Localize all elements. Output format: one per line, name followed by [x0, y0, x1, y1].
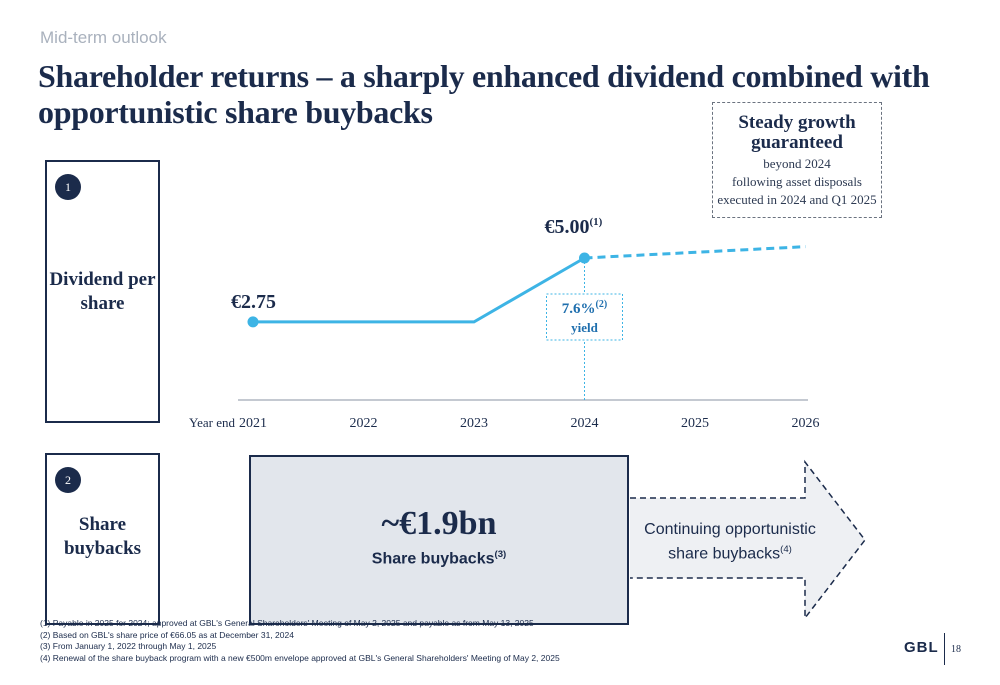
footnote: (1) Payable in 2025 for 2024; approved a… — [40, 618, 534, 628]
page-title: Shareholder returns – a sharply enhanced… — [38, 58, 930, 130]
yield-label: yield — [571, 320, 598, 335]
footnote: (4) Renewal of the share buyback program… — [40, 652, 560, 663]
continuation-arrow — [630, 459, 866, 621]
footnote: (3) From January 1, 2022 through May 1, … — [40, 641, 217, 651]
data-label-note: (1) — [590, 216, 603, 228]
steady-growth-box: Steady growth guaranteed beyond 2024 fol… — [712, 102, 882, 218]
section-label: Mid-term outlook — [40, 28, 167, 47]
data-point — [247, 316, 259, 328]
steady-growth-text: beyond 2024 following asset disposals ex… — [713, 155, 881, 209]
dividend-section-box: 1 Dividend per share — [45, 160, 160, 423]
section-number-badge: 2 — [55, 467, 81, 493]
continuation-text: Continuing opportunistic share buybacks(… — [630, 520, 830, 564]
footnote: (2) Based on GBL's share price of €66.05… — [40, 629, 294, 640]
data-label: €2.75 — [231, 291, 276, 313]
x-tick-label: 2022 — [350, 416, 378, 431]
steady-growth-line: beyond 2024 — [763, 156, 831, 171]
yield-note: (2) — [596, 299, 608, 310]
logo-divider — [944, 633, 945, 665]
buyback-section-box: 2 Share buybacks — [45, 453, 160, 625]
x-tick-label: 2023 — [460, 416, 488, 431]
steady-growth-title: Steady growth guaranteed — [738, 112, 856, 153]
footnotes: (1) Payable in 2025 for 2024; approved a… — [40, 618, 560, 664]
yield-box — [546, 293, 623, 341]
dividend-line — [253, 256, 586, 324]
projected-dividend-line — [584, 245, 806, 260]
x-tick-label: 2025 — [681, 416, 709, 431]
x-tick-label: 2021 — [239, 416, 267, 431]
continuation-label: Continuing opportunistic share buybacks — [644, 521, 816, 563]
data-point — [579, 252, 590, 264]
x-axis-title: Year end — [189, 415, 235, 430]
buyback-caption-text: Share buybacks — [371, 550, 495, 568]
dividend-section-label: Dividend per share — [49, 269, 156, 314]
buyback-caption-note: (3) — [494, 549, 507, 560]
x-tick-label: 2024 — [571, 416, 599, 431]
page-number: 18 — [951, 644, 961, 655]
data-label: €5.00(1) — [545, 216, 603, 238]
buyback-amount-box: ~€1.9bn Share buybacks(3) — [249, 455, 629, 625]
section-number-badge: 1 — [55, 174, 81, 200]
buyback-section-label: Share buybacks — [63, 514, 142, 559]
buyback-caption: Share buybacks(3) — [251, 549, 627, 568]
steady-growth-line: following asset disposals — [732, 174, 862, 189]
gbl-logo: GBL — [904, 639, 939, 656]
x-tick-label: 2026 — [792, 416, 820, 431]
buyback-value: ~€1.9bn — [381, 505, 497, 542]
continuation-note: (4) — [780, 544, 792, 555]
steady-growth-line: executed in 2024 and Q1 2025 — [717, 192, 877, 207]
